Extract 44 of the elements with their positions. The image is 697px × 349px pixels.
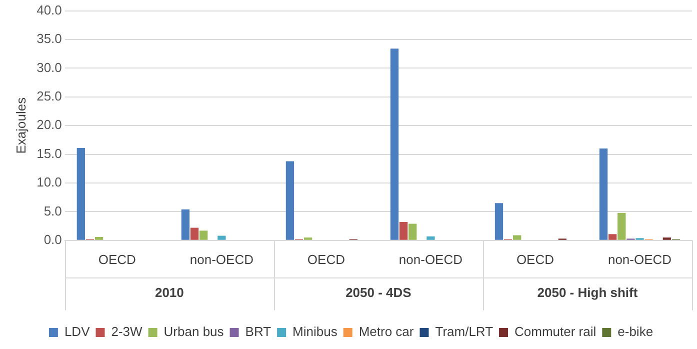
x-tick-label: non-OECD bbox=[398, 252, 462, 267]
bar bbox=[190, 228, 199, 240]
y-axis-title: Exajoules bbox=[13, 96, 28, 154]
x-tick-label: OECD bbox=[516, 252, 554, 267]
legend-label: Metro car bbox=[358, 324, 414, 340]
legend-label: e-bike bbox=[618, 324, 654, 340]
text: 2050 - High shift bbox=[537, 284, 638, 300]
y-tick-label: 35.0 bbox=[36, 31, 62, 46]
legend-label: BRT bbox=[245, 324, 272, 340]
legend-label: Minibus bbox=[292, 324, 338, 340]
bar bbox=[494, 203, 504, 240]
bar bbox=[286, 161, 294, 240]
y-tick-label: 40.0 bbox=[36, 2, 62, 18]
bar bbox=[218, 236, 226, 240]
legend-label: Urban bus bbox=[164, 324, 224, 340]
text: 2010 bbox=[154, 284, 184, 300]
bar bbox=[390, 48, 399, 240]
y-tick-label: 15.0 bbox=[36, 146, 62, 161]
y-tick-label: 10.0 bbox=[36, 174, 62, 190]
bar bbox=[599, 148, 608, 240]
y-tick-label: 30.0 bbox=[36, 60, 62, 75]
bar bbox=[408, 224, 417, 240]
x-tick-label: non-OECD bbox=[608, 252, 672, 267]
x-tick-label: OECD bbox=[307, 252, 345, 267]
y-tick-label: 5.0 bbox=[44, 203, 62, 218]
bar bbox=[426, 236, 435, 240]
bar bbox=[618, 212, 626, 240]
legend-label: Commuter rail bbox=[514, 324, 596, 340]
bar bbox=[199, 230, 208, 240]
y-tick-label: 25.0 bbox=[36, 88, 62, 104]
legend-label: 2-3W bbox=[111, 324, 144, 340]
x-tick-label: OECD bbox=[98, 252, 136, 267]
bar bbox=[94, 236, 104, 240]
y-tick-label: 20.0 bbox=[36, 117, 62, 132]
bar bbox=[181, 209, 190, 240]
bar bbox=[513, 235, 522, 240]
bar bbox=[608, 234, 617, 240]
text: 2050 - 4DS bbox=[346, 284, 412, 300]
bar bbox=[76, 148, 86, 240]
legend-label: Tram/LRT bbox=[435, 324, 494, 340]
x-tick-label: non-OECD bbox=[190, 252, 254, 267]
legend-label: LDV bbox=[64, 324, 90, 340]
bar bbox=[399, 222, 408, 240]
y-tick-label: 0.0 bbox=[44, 232, 62, 247]
